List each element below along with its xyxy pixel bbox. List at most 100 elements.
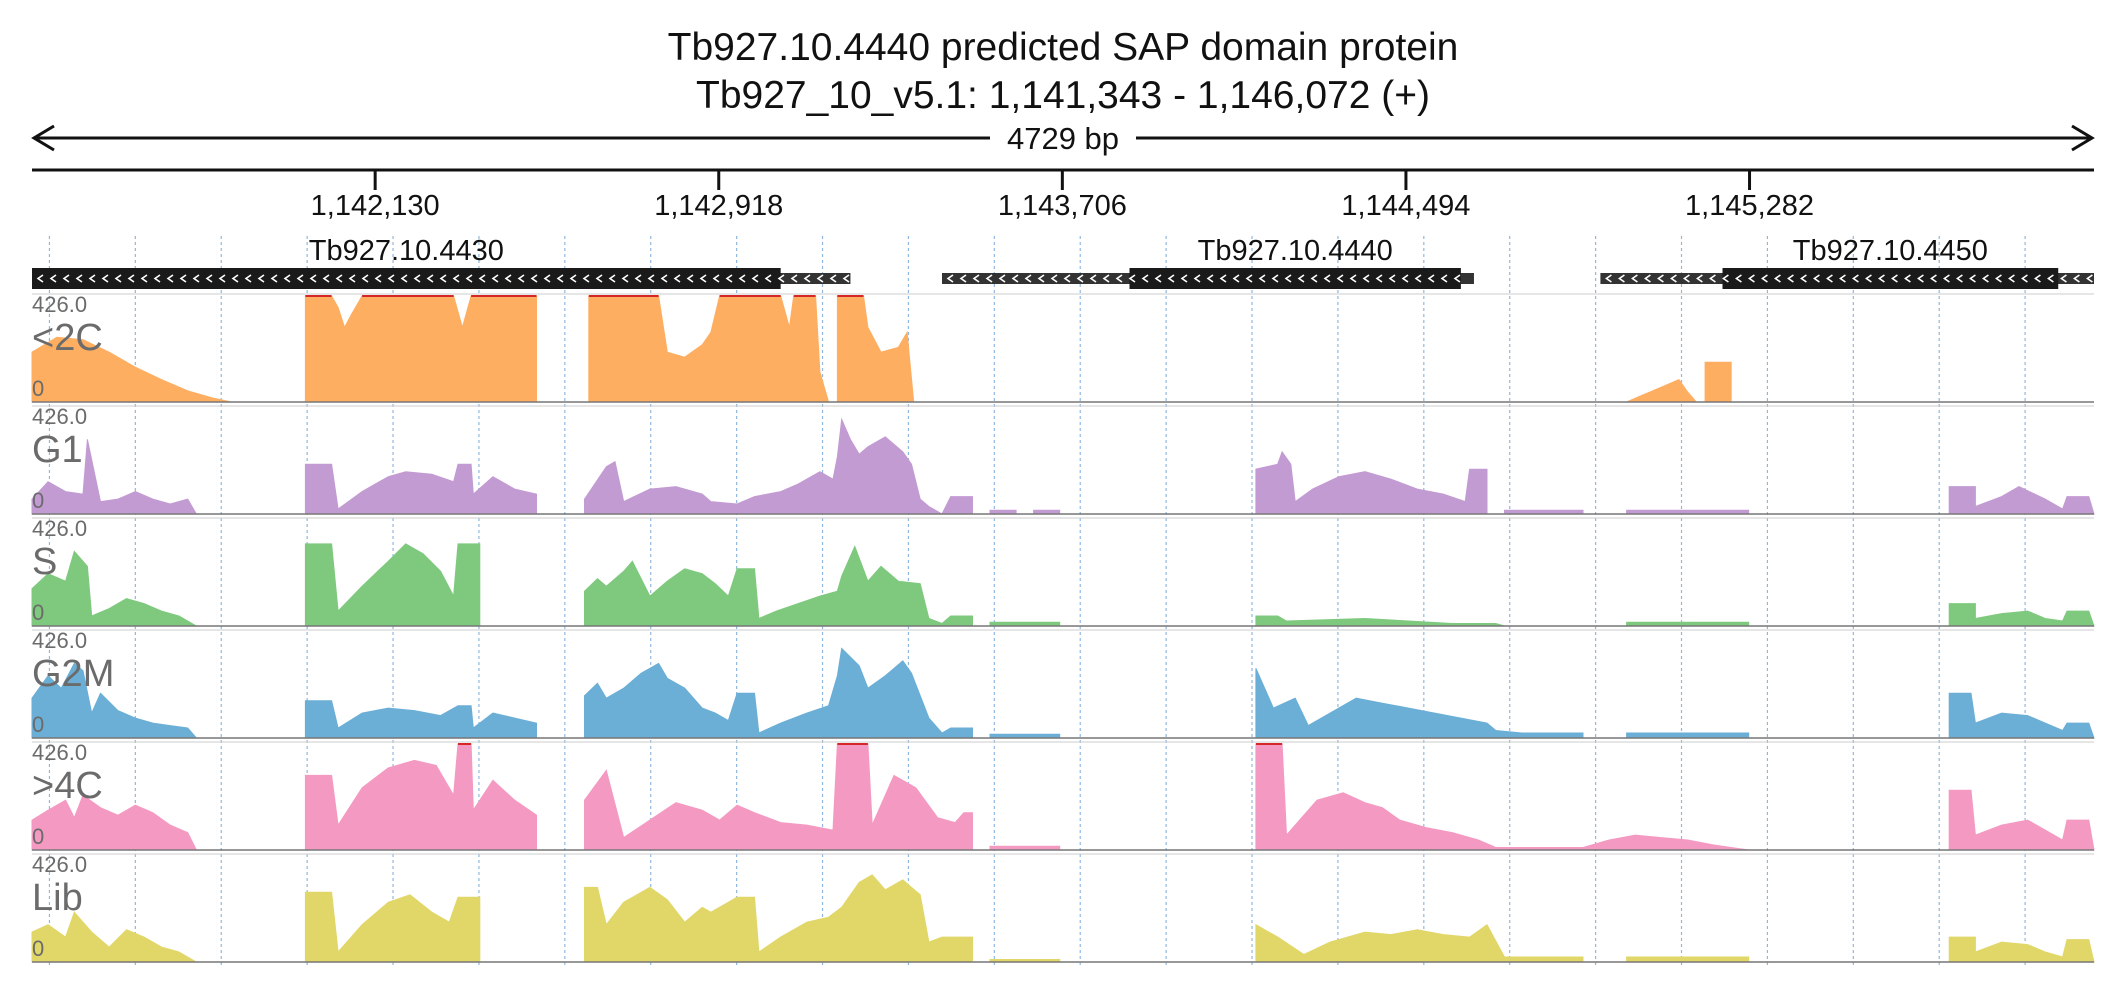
strand-chevron-15	[1128, 274, 1136, 283]
strand-chevron-32	[439, 274, 447, 283]
strand-chevron-31	[426, 274, 434, 283]
strand-chevron-4	[1644, 274, 1651, 283]
track-name: <2C	[32, 317, 103, 359]
strand-chevron-59	[790, 274, 798, 283]
strand-chevron-16	[1800, 274, 1807, 283]
track-name: Lib	[32, 877, 83, 919]
strand-chevron-24	[1904, 274, 1911, 283]
strand-chevron-6	[1011, 274, 1019, 283]
track-max-label: 426.0	[32, 628, 87, 653]
strand-chevron-28	[1297, 274, 1305, 283]
strand-chevron-9	[1050, 274, 1058, 283]
track-name: S	[32, 541, 57, 583]
gene-title: Tb927.10.4440 predicted SAP domain prote…	[668, 26, 1459, 69]
strand-chevron-8	[1696, 274, 1703, 283]
span-length-label: 4729 bp	[1007, 121, 1119, 156]
strand-chevron-13	[1102, 274, 1110, 283]
genomic-location: Tb927_10_v5.1: 1,141,343 - 1,146,072 (+)	[696, 74, 1430, 117]
strand-chevron-38	[2086, 274, 2093, 283]
strand-chevron-20	[283, 274, 291, 283]
track-3: 426.0 0 S	[31, 516, 2095, 627]
strand-chevron-26	[361, 274, 369, 283]
strand-chevron-17	[1813, 274, 1820, 283]
track-name: >4C	[32, 765, 103, 807]
strand-chevron-48	[647, 274, 655, 283]
strand-chevron-31	[1995, 274, 2002, 283]
strand-chevron-50	[673, 274, 681, 283]
strand-chevron-12	[1089, 274, 1097, 283]
strand-chevron-34	[1375, 274, 1383, 283]
strand-chevron-3	[62, 274, 70, 283]
track-min-label: 0	[32, 936, 44, 961]
strand-chevron-7	[1024, 274, 1032, 283]
arrow-left-head	[31, 124, 55, 152]
strand-chevron-16	[231, 274, 239, 283]
strand-chevron-34	[2034, 274, 2041, 283]
strand-chevron-19	[1180, 274, 1188, 283]
strand-chevron-57	[764, 274, 772, 283]
strand-chevron-52	[699, 274, 707, 283]
strand-chevron-16	[1141, 274, 1149, 283]
coverage-area	[31, 295, 1732, 403]
strand-chevron-13	[1761, 274, 1768, 283]
gene-cds-bar	[32, 268, 781, 289]
gene-Tb927.10.4430: Tb927.10.4430	[32, 235, 851, 289]
track-2: 426.0 0 G1	[31, 404, 2095, 515]
track-min-label: 0	[32, 600, 44, 625]
strand-chevron-7	[114, 274, 122, 283]
track-min-label: 0	[32, 488, 44, 513]
strand-chevron-18	[1167, 274, 1175, 283]
strand-chevron-3	[1631, 274, 1638, 283]
coverage-tracks: 426.00<2C426.00G1426.00S426.00G2M426.00>…	[31, 292, 2095, 963]
strand-chevron-5	[1657, 274, 1664, 283]
track-4: 426.0 0 G2M	[31, 628, 2095, 739]
strand-chevron-45	[608, 274, 616, 283]
strand-chevron-40	[543, 274, 551, 283]
strand-chevron-38	[1427, 274, 1435, 283]
tick-label-4: 1,144,494	[1341, 190, 1470, 222]
strand-chevron-44	[595, 274, 603, 283]
strand-chevron-33	[452, 274, 460, 283]
strand-chevron-30	[413, 274, 421, 283]
track-max-label: 426.0	[32, 740, 87, 765]
strand-chevron-2	[1618, 274, 1625, 283]
strand-chevron-47	[634, 274, 642, 283]
strand-chevron-15	[218, 274, 226, 283]
strand-chevron-20	[1193, 274, 1201, 283]
arrow-right-head	[2071, 124, 2095, 152]
strand-chevron-23	[1891, 274, 1898, 283]
strand-chevron-11	[1076, 274, 1084, 283]
coverage-area	[31, 647, 2095, 739]
strand-chevron-23	[322, 274, 330, 283]
gene-label: Tb927.10.4450	[1793, 235, 1988, 267]
strand-chevron-7	[1683, 274, 1690, 283]
strand-chevron-51	[686, 274, 694, 283]
track-max-label: 426.0	[32, 404, 87, 429]
coverage-area	[31, 417, 2095, 515]
coverage-area	[31, 543, 2095, 627]
strand-chevron-5	[88, 274, 96, 283]
track-min-label: 0	[32, 376, 44, 401]
track-min-label: 0	[32, 824, 44, 849]
strand-chevron-11	[166, 274, 174, 283]
strand-chevron-21	[1865, 274, 1872, 283]
strand-chevron-22	[309, 274, 317, 283]
strand-chevron-17	[244, 274, 252, 283]
strand-chevron-17	[1154, 274, 1162, 283]
strand-chevron-38	[517, 274, 525, 283]
strand-chevron-14	[1115, 274, 1123, 283]
strand-chevron-30	[1982, 274, 1989, 283]
strand-chevron-37	[504, 274, 512, 283]
strand-chevron-35	[1388, 274, 1396, 283]
strand-chevron-24	[1245, 274, 1253, 283]
coverage-area	[31, 874, 2095, 963]
gene-track: Tb927.10.4430 Tb927.10.4440 Tb927.10.4450	[32, 235, 2094, 289]
strand-chevron-58	[777, 274, 785, 283]
strand-chevron-20	[1852, 274, 1859, 283]
strand-chevron-55	[738, 274, 746, 283]
strand-chevron-63	[842, 274, 850, 283]
strand-chevron-25	[1917, 274, 1924, 283]
strand-chevron-9	[140, 274, 148, 283]
strand-chevron-1	[946, 274, 954, 283]
